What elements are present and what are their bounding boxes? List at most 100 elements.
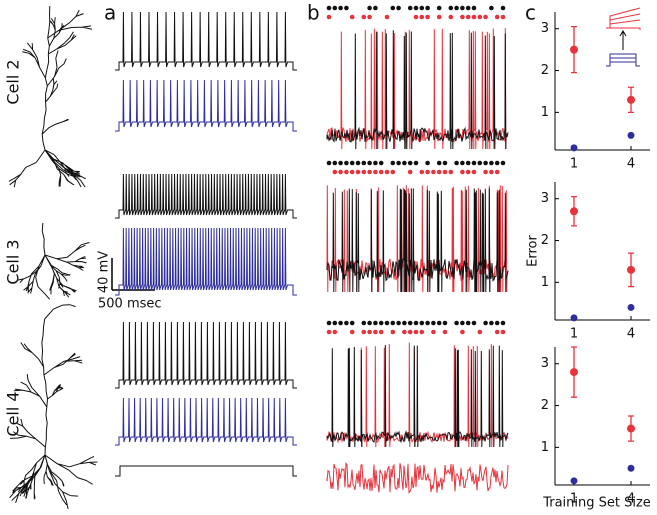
spike-dot — [413, 160, 419, 166]
spike-dot — [326, 160, 332, 166]
scale-label: 500 msec — [98, 297, 162, 312]
spike-dot — [419, 329, 425, 335]
spike-dot — [460, 320, 465, 326]
spike-dot — [407, 160, 413, 166]
trace — [326, 461, 509, 494]
spike-dot — [465, 160, 471, 166]
spike-dot — [373, 160, 378, 166]
panel-label: b — [307, 1, 320, 25]
spike-dot — [465, 320, 471, 326]
spike-dot — [407, 169, 413, 175]
x-tick-label: 4 — [627, 327, 635, 342]
spike-dot — [465, 5, 471, 11]
spike-dot — [396, 320, 401, 326]
spike-dot — [396, 160, 401, 166]
spike-dot — [436, 169, 442, 175]
spike-dot — [355, 169, 361, 175]
spike-dot — [378, 169, 384, 175]
spike-dot — [460, 169, 465, 175]
scale-label: 40 mV — [97, 251, 112, 293]
spike-dot — [344, 5, 349, 11]
spike-dot — [483, 169, 488, 175]
spike-dot — [390, 329, 396, 335]
point — [627, 265, 635, 274]
spike-dot — [419, 169, 425, 175]
trace — [326, 345, 509, 448]
spike-dot — [361, 160, 367, 166]
spike-dot — [344, 320, 349, 326]
spike-dot — [494, 160, 500, 166]
spike-dot — [367, 160, 372, 166]
spike-dot — [431, 320, 436, 326]
spike-dot — [448, 5, 454, 11]
spike-dot — [419, 5, 425, 11]
spike-dot — [349, 329, 355, 335]
y-tick-label: 2 — [541, 233, 549, 248]
spike-dot — [326, 320, 332, 326]
y-axis-label: Error — [526, 235, 541, 267]
spike-dot — [367, 320, 372, 326]
spike-dot — [454, 5, 459, 11]
spike-dot — [413, 5, 419, 11]
spike-dot — [500, 5, 506, 11]
spike-dot — [378, 329, 384, 335]
spike-dot — [477, 329, 483, 335]
point — [627, 424, 635, 433]
spike-dot — [436, 320, 442, 326]
spike-dot — [332, 329, 338, 335]
trace — [115, 11, 297, 71]
trace — [115, 227, 297, 296]
spike-dot — [338, 169, 343, 175]
spike-dot — [407, 320, 413, 326]
y-tick-label: 3 — [541, 21, 549, 36]
spike-dot — [326, 5, 332, 11]
spike-dot — [384, 169, 390, 175]
spike-dot — [378, 320, 384, 326]
spike-dot — [460, 329, 465, 335]
spike-dot — [349, 160, 355, 166]
spike-dot — [477, 14, 483, 20]
spike-dot — [373, 169, 378, 175]
spike-dot — [413, 329, 419, 335]
spike-dot — [489, 160, 494, 166]
spike-dot — [332, 320, 338, 326]
point — [627, 464, 635, 472]
y-tick-label: 1 — [541, 105, 549, 120]
point — [570, 144, 578, 152]
spike-dot — [500, 14, 506, 20]
spike-dot — [361, 169, 367, 175]
spike-dot — [373, 329, 378, 335]
x-axis-label: Training Set Size — [542, 496, 651, 511]
spike-dot — [349, 169, 355, 175]
spike-dot — [448, 14, 454, 20]
spike-dot — [436, 5, 442, 11]
neuron — [17, 222, 90, 300]
spike-dot — [402, 320, 407, 326]
spike-dot — [338, 160, 343, 166]
spike-dot — [349, 320, 355, 326]
spike-dot — [483, 320, 488, 326]
spike-dot — [494, 169, 500, 175]
spike-dot — [384, 14, 390, 20]
spike-dot — [442, 320, 448, 326]
spike-dot — [436, 160, 442, 166]
trace — [326, 188, 509, 293]
spike-dot — [390, 5, 396, 11]
spike-dot — [471, 5, 477, 11]
spike-dot — [442, 160, 448, 166]
spike-dot — [390, 320, 396, 326]
point — [570, 314, 578, 322]
y-tick-label: 2 — [541, 398, 549, 413]
spike-dot — [413, 320, 419, 326]
spike-dot — [326, 329, 332, 335]
point — [627, 131, 635, 139]
spike-dot — [338, 5, 343, 11]
x-tick-label: 1 — [570, 492, 578, 507]
spike-dot — [425, 14, 430, 20]
spike-dot — [483, 14, 488, 20]
trace — [115, 397, 297, 446]
point — [570, 477, 578, 485]
spike-dot — [344, 160, 349, 166]
spike-dot — [326, 14, 332, 20]
